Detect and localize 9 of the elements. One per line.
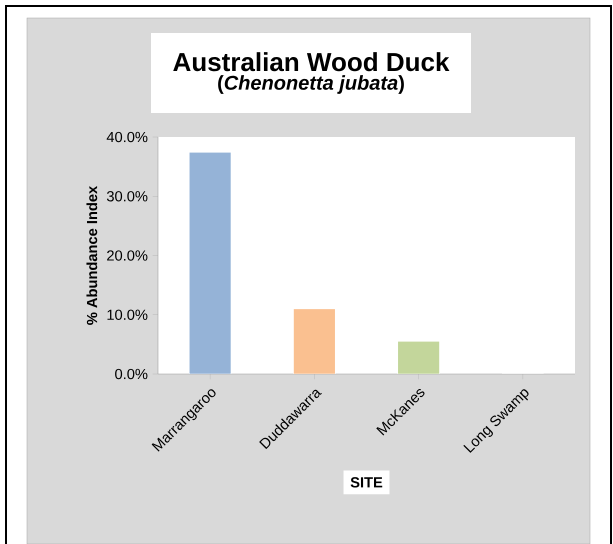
y-axis-title: % Abundance Index bbox=[86, 186, 98, 325]
y-tick-label: 30.0% bbox=[106, 191, 148, 202]
y-tick-label: 20.0% bbox=[107, 250, 148, 261]
x-axis-title: SITE bbox=[350, 477, 382, 488]
chart-title: Australian Wood Duck bbox=[173, 52, 450, 72]
y-tick-label: 10.0% bbox=[107, 310, 148, 320]
chart-subtitle: (Chenonetta jubata) bbox=[218, 75, 404, 94]
y-tick-label: 0.0% bbox=[115, 368, 148, 380]
y-tick-label: 40.0% bbox=[106, 132, 148, 142]
